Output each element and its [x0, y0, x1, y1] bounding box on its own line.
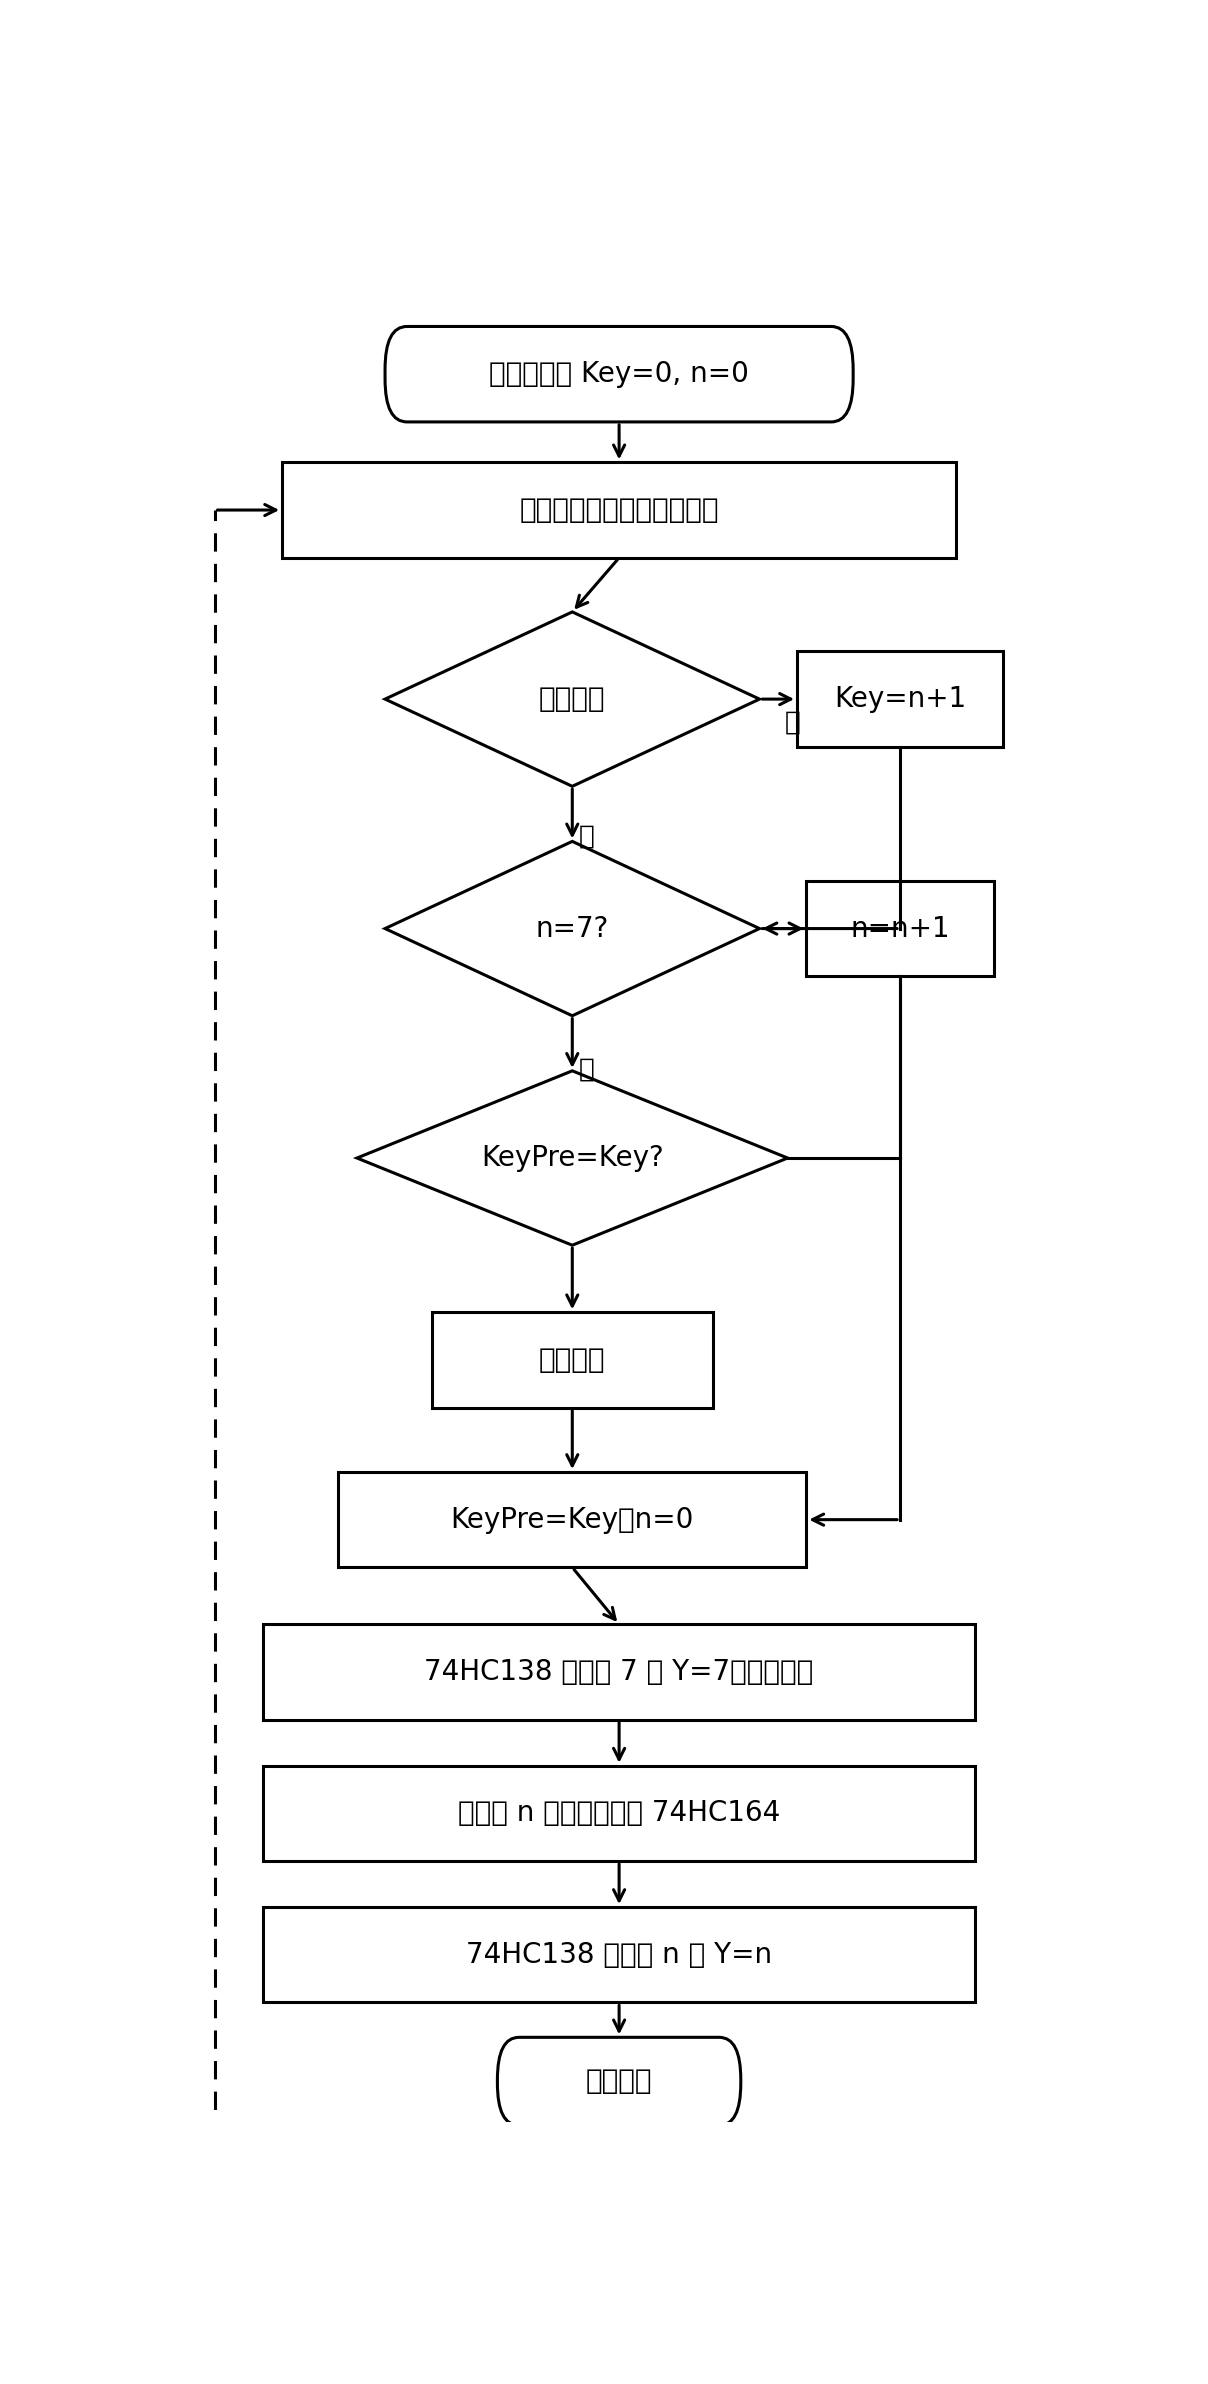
Bar: [797, 651, 1003, 746]
Text: 有: 有: [784, 710, 800, 737]
Text: n=n+1: n=n+1: [850, 915, 949, 942]
Text: 74HC138 选通第 7 位 Y=7，关闭显示: 74HC138 选通第 7 位 Y=7，关闭显示: [424, 1657, 814, 1685]
Text: Key=n+1: Key=n+1: [834, 684, 966, 713]
Text: 有按键吗: 有按键吗: [539, 684, 605, 713]
Text: 发送第 n 位显示内容给 74HC164: 发送第 n 位显示内容给 74HC164: [458, 1800, 780, 1829]
Text: 按键处理: 按键处理: [539, 1347, 605, 1373]
Bar: [432, 1311, 713, 1407]
Bar: [281, 462, 957, 558]
Text: KeyPre=Key，n=0: KeyPre=Key，n=0: [451, 1507, 693, 1533]
Bar: [338, 1471, 807, 1566]
Polygon shape: [385, 842, 760, 1016]
Text: 74HC138 选通第 n 位 Y=n: 74HC138 选通第 n 位 Y=n: [466, 1941, 772, 1969]
Text: 定时时间到，进入定时中断: 定时时间到，进入定时中断: [519, 496, 719, 524]
Bar: [263, 1767, 975, 1862]
Text: 是: 是: [579, 825, 594, 849]
FancyBboxPatch shape: [498, 2038, 741, 2127]
Bar: [263, 1624, 975, 1719]
Text: 是: 是: [579, 1056, 594, 1082]
Polygon shape: [385, 613, 760, 787]
FancyBboxPatch shape: [385, 327, 853, 422]
Polygon shape: [358, 1070, 788, 1244]
Bar: [807, 880, 994, 977]
Text: n=7?: n=7?: [535, 915, 609, 942]
Text: KeyPre=Key?: KeyPre=Key?: [481, 1144, 663, 1173]
Bar: [263, 1907, 975, 2003]
Text: 初始化变量 Key=0, n=0: 初始化变量 Key=0, n=0: [489, 360, 749, 389]
Text: 结束中断: 结束中断: [586, 2067, 652, 2096]
